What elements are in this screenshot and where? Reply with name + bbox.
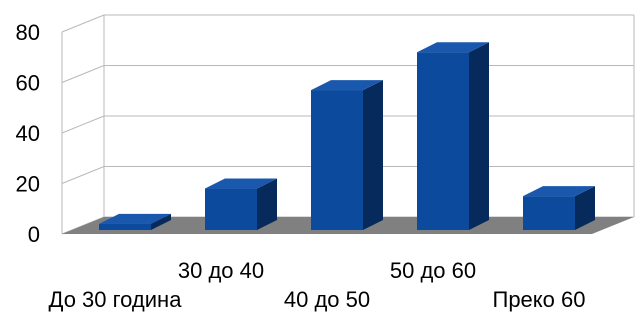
y-tick-label: 40 — [16, 121, 40, 146]
x-category-label: 30 до 40 — [178, 258, 264, 283]
bar-side — [363, 80, 383, 230]
bar-side — [257, 178, 277, 230]
gridline-diagonal — [61, 166, 105, 184]
x-category-label: Преко 60 — [493, 287, 586, 312]
bar-front — [417, 52, 469, 231]
gridline-diagonal — [61, 14, 105, 33]
bar — [311, 80, 383, 230]
bar — [99, 213, 171, 230]
bar-top — [523, 186, 595, 197]
y-axis-ticks: 0 20 40 60 80 — [16, 20, 40, 247]
bar-top — [205, 178, 277, 189]
y-tick-label: 20 — [16, 172, 40, 197]
bar-front — [523, 196, 575, 230]
bar — [205, 178, 277, 230]
gridline-diagonal — [61, 115, 105, 134]
x-axis-labels: До 30 година 30 до 40 40 до 50 50 до 60 … — [49, 258, 586, 312]
y-tick-label: 60 — [16, 71, 40, 96]
bar-front — [205, 188, 257, 230]
x-category-label: До 30 година — [49, 287, 183, 312]
bar-side — [575, 186, 595, 230]
bar-top — [311, 80, 383, 91]
gridline-diagonal — [61, 65, 105, 83]
bar-top — [417, 42, 489, 53]
x-category-label: 40 до 50 — [284, 287, 370, 312]
bar-side — [151, 213, 171, 230]
bar-top — [99, 213, 171, 224]
bar-side — [469, 42, 489, 231]
bar-front — [99, 223, 151, 230]
bar — [417, 42, 489, 231]
y-tick-label: 80 — [16, 20, 40, 45]
y-tick-label: 0 — [28, 222, 40, 247]
x-category-label: 50 до 60 — [390, 258, 476, 283]
bar-front — [311, 90, 363, 230]
bar — [523, 186, 595, 230]
bars-layer — [99, 42, 595, 231]
